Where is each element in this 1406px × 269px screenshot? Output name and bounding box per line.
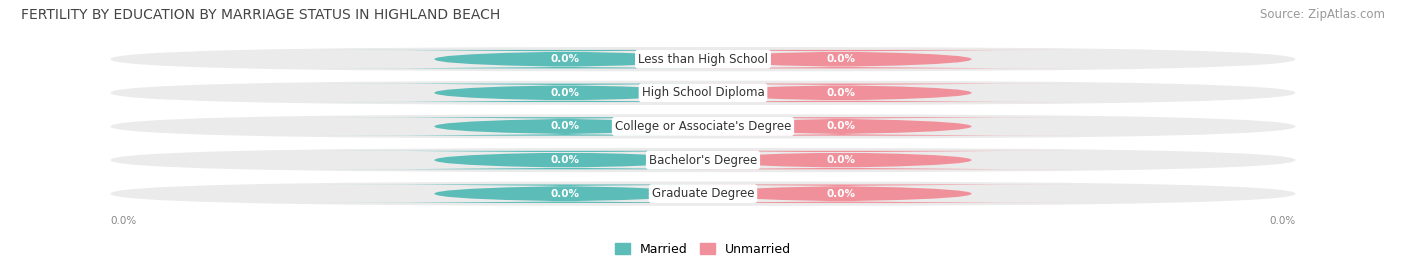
FancyBboxPatch shape bbox=[318, 50, 813, 68]
FancyBboxPatch shape bbox=[593, 151, 1088, 169]
FancyBboxPatch shape bbox=[111, 114, 1295, 139]
Text: 0.0%: 0.0% bbox=[827, 189, 855, 199]
Legend: Married, Unmarried: Married, Unmarried bbox=[614, 243, 792, 256]
FancyBboxPatch shape bbox=[593, 185, 1088, 203]
Text: 0.0%: 0.0% bbox=[827, 155, 855, 165]
Text: 0.0%: 0.0% bbox=[551, 155, 579, 165]
FancyBboxPatch shape bbox=[593, 50, 1088, 68]
Text: Less than High School: Less than High School bbox=[638, 53, 768, 66]
Text: High School Diploma: High School Diploma bbox=[641, 86, 765, 99]
Text: 0.0%: 0.0% bbox=[551, 189, 579, 199]
Text: 0.0%: 0.0% bbox=[827, 88, 855, 98]
Text: 0.0%: 0.0% bbox=[827, 121, 855, 132]
Text: FERTILITY BY EDUCATION BY MARRIAGE STATUS IN HIGHLAND BEACH: FERTILITY BY EDUCATION BY MARRIAGE STATU… bbox=[21, 8, 501, 22]
FancyBboxPatch shape bbox=[111, 182, 1295, 206]
Text: 0.0%: 0.0% bbox=[551, 88, 579, 98]
Text: Graduate Degree: Graduate Degree bbox=[652, 187, 754, 200]
FancyBboxPatch shape bbox=[593, 117, 1088, 136]
FancyBboxPatch shape bbox=[318, 117, 813, 136]
FancyBboxPatch shape bbox=[318, 84, 813, 102]
FancyBboxPatch shape bbox=[111, 47, 1295, 71]
FancyBboxPatch shape bbox=[593, 84, 1088, 102]
Text: 0.0%: 0.0% bbox=[1270, 215, 1295, 225]
Text: 0.0%: 0.0% bbox=[827, 54, 855, 64]
Text: Bachelor's Degree: Bachelor's Degree bbox=[650, 154, 756, 167]
FancyBboxPatch shape bbox=[111, 148, 1295, 172]
Text: 0.0%: 0.0% bbox=[551, 121, 579, 132]
FancyBboxPatch shape bbox=[318, 151, 813, 169]
Text: College or Associate's Degree: College or Associate's Degree bbox=[614, 120, 792, 133]
Text: 0.0%: 0.0% bbox=[551, 54, 579, 64]
FancyBboxPatch shape bbox=[318, 185, 813, 203]
Text: Source: ZipAtlas.com: Source: ZipAtlas.com bbox=[1260, 8, 1385, 21]
Text: 0.0%: 0.0% bbox=[111, 215, 136, 225]
FancyBboxPatch shape bbox=[111, 81, 1295, 105]
